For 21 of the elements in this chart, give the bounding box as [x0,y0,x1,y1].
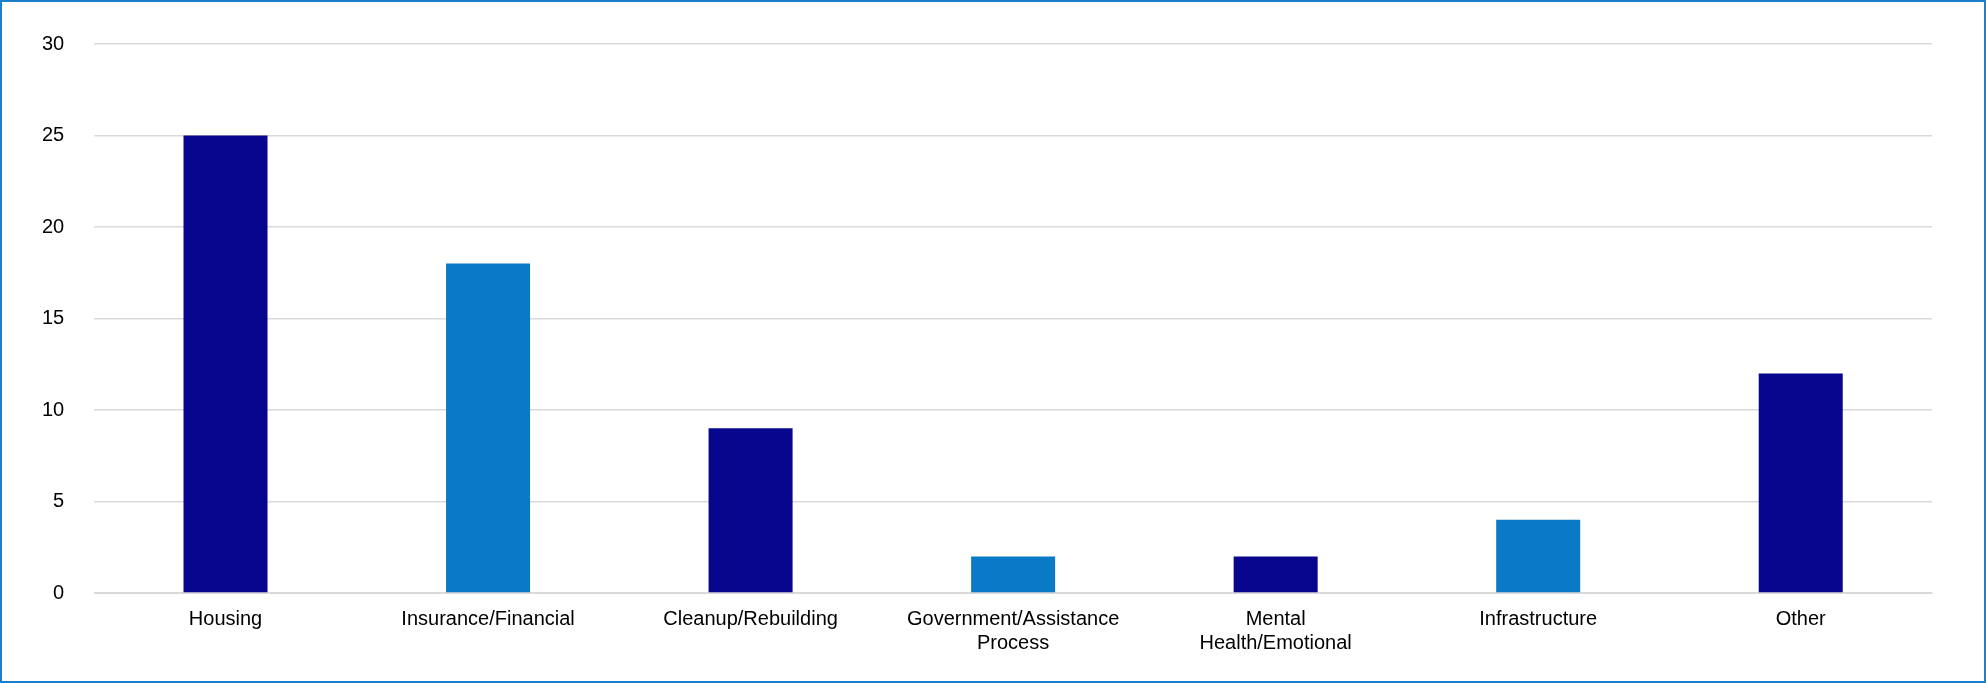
y-tick-label: 15 [42,306,65,329]
bar [1233,556,1318,593]
y-tick-label: 25 [42,123,65,146]
x-tick-label: Infrastructure [1479,606,1598,629]
y-tick-label: 0 [53,580,65,603]
y-tick-label: 20 [42,214,65,237]
x-tick-label: Government/Assistance Process [906,606,1120,653]
bar [971,556,1056,593]
x-tick-label: Insurance/Financial [401,606,575,629]
bar [1758,373,1843,593]
y-tick-label: 5 [53,489,65,512]
bar [446,263,531,593]
bar [183,135,268,593]
x-tick-label: Other [1775,606,1827,629]
bar [1496,519,1581,593]
x-tick-label: Mental Health/Emotional [1199,606,1352,653]
x-tick-label: Housing [188,606,263,629]
x-tick-label: Cleanup/Rebuilding [663,606,838,629]
y-tick-label: 30 [42,31,65,54]
bar [708,428,793,593]
y-tick-label: 10 [42,397,65,420]
